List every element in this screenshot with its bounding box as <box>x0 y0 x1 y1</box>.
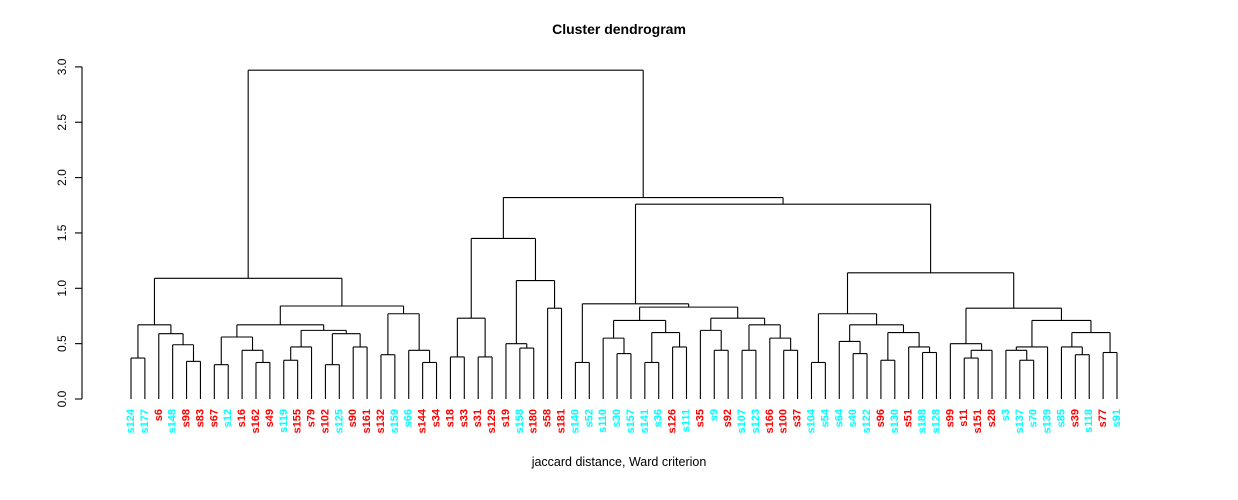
leaf-label: s35 <box>694 409 706 427</box>
leaf-label: s19 <box>500 409 512 427</box>
leaf-label: s177 <box>139 409 151 433</box>
leaf-label: s118 <box>1083 409 1095 433</box>
leaf-label: s110 <box>597 409 609 433</box>
chart-caption: jaccard distance, Ward criterion <box>531 455 707 469</box>
y-tick-label: 3.0 <box>55 58 69 75</box>
leaf-labels: s124 s177 s6 s148 s98 s83 s67 s12 s16 s162 s49 s119… <box>125 408 1123 433</box>
leaf-label: s85 <box>1055 409 1067 427</box>
leaf-label: s111 <box>680 409 692 432</box>
leaf-label: s125 <box>333 409 345 433</box>
leaf-label: s166 <box>764 409 776 433</box>
leaf-label: s139 <box>1042 409 1054 433</box>
y-tick-label: 0.5 <box>55 335 69 352</box>
leaf-label: s98 <box>181 409 193 427</box>
leaf-label: s99 <box>944 409 956 427</box>
y-tick-label: 0.0 <box>55 390 69 407</box>
leaf-label: s144 <box>417 408 429 433</box>
leaf-label: s91 <box>1111 409 1123 427</box>
leaf-label: s18 <box>444 409 456 427</box>
leaf-label: s16 <box>236 409 248 427</box>
leaf-label: s180 <box>528 409 540 433</box>
chart-title: Cluster dendrogram <box>552 21 686 37</box>
leaf-label: s40 <box>847 409 859 427</box>
leaf-label: s28 <box>986 409 998 427</box>
leaf-label: s54 <box>819 408 831 427</box>
leaf-label: s130 <box>889 409 901 433</box>
leaf-label: s90 <box>347 409 359 427</box>
leaf-label: s132 <box>375 409 387 433</box>
leaf-label: s67 <box>208 409 220 427</box>
leaf-label: s66 <box>403 409 415 427</box>
dendrogram-tree <box>130 69 1118 399</box>
leaf-label: s37 <box>792 409 804 427</box>
leaf-label: s30 <box>611 409 623 427</box>
leaf-label: s129 <box>486 409 498 433</box>
leaf-label: s9 <box>708 409 720 421</box>
y-tick-label: 1.0 <box>55 280 69 297</box>
leaf-label: s188 <box>917 409 929 433</box>
leaf-label: s107 <box>736 409 748 433</box>
leaf-label: s155 <box>292 409 304 433</box>
leaf-label: s49 <box>264 409 276 427</box>
leaf-label: s122 <box>861 409 873 433</box>
leaf-label: s157 <box>625 409 637 433</box>
leaf-label: s6 <box>153 409 165 421</box>
leaf-label: s64 <box>833 408 845 427</box>
leaf-label: s11 <box>958 409 970 427</box>
leaf-label: s100 <box>778 409 790 433</box>
leaf-label: s31 <box>472 409 484 427</box>
leaf-label: s70 <box>1028 409 1040 427</box>
leaf-label: s52 <box>583 409 595 427</box>
leaf-label: s3 <box>1000 409 1012 421</box>
leaf-label: s102 <box>319 409 331 433</box>
leaf-label: s128 <box>930 409 942 433</box>
leaf-label: s77 <box>1097 409 1109 427</box>
leaf-label: s124 <box>125 408 137 433</box>
leaf-label: s119 <box>278 409 290 433</box>
leaf-label: s104 <box>805 408 817 433</box>
leaf-label: s12 <box>222 409 234 427</box>
y-tick-label: 2.0 <box>55 169 69 186</box>
leaf-label: s83 <box>194 409 206 427</box>
leaf-label: s137 <box>1014 409 1026 433</box>
leaf-label: s181 <box>556 409 568 433</box>
y-tick-label: 2.5 <box>55 114 69 131</box>
leaf-label: s123 <box>750 409 762 433</box>
leaf-label: s161 <box>361 409 373 433</box>
leaf-label: s33 <box>458 409 470 427</box>
leaf-label: s141 <box>639 409 651 433</box>
leaf-label: s148 <box>167 409 179 433</box>
leaf-label: s159 <box>389 409 401 433</box>
leaf-label: s58 <box>542 409 554 427</box>
leaf-label: s162 <box>250 409 262 433</box>
leaf-label: s34 <box>431 408 443 427</box>
leaf-label: s92 <box>722 409 734 427</box>
leaf-label: s126 <box>667 409 679 433</box>
y-axis: 0.0 0.5 1.0 1.5 2.0 2.5 3.0 <box>55 58 83 407</box>
leaf-label: s96 <box>875 409 887 427</box>
leaf-label: s39 <box>1069 409 1081 427</box>
leaf-label: s51 <box>903 409 915 427</box>
leaf-label: s158 <box>514 409 526 433</box>
leaf-label: s36 <box>653 409 665 427</box>
leaf-label: s140 <box>569 409 581 433</box>
leaf-label: s151 <box>972 409 984 433</box>
y-tick-label: 1.5 <box>55 224 69 241</box>
leaf-label: s79 <box>306 409 318 427</box>
